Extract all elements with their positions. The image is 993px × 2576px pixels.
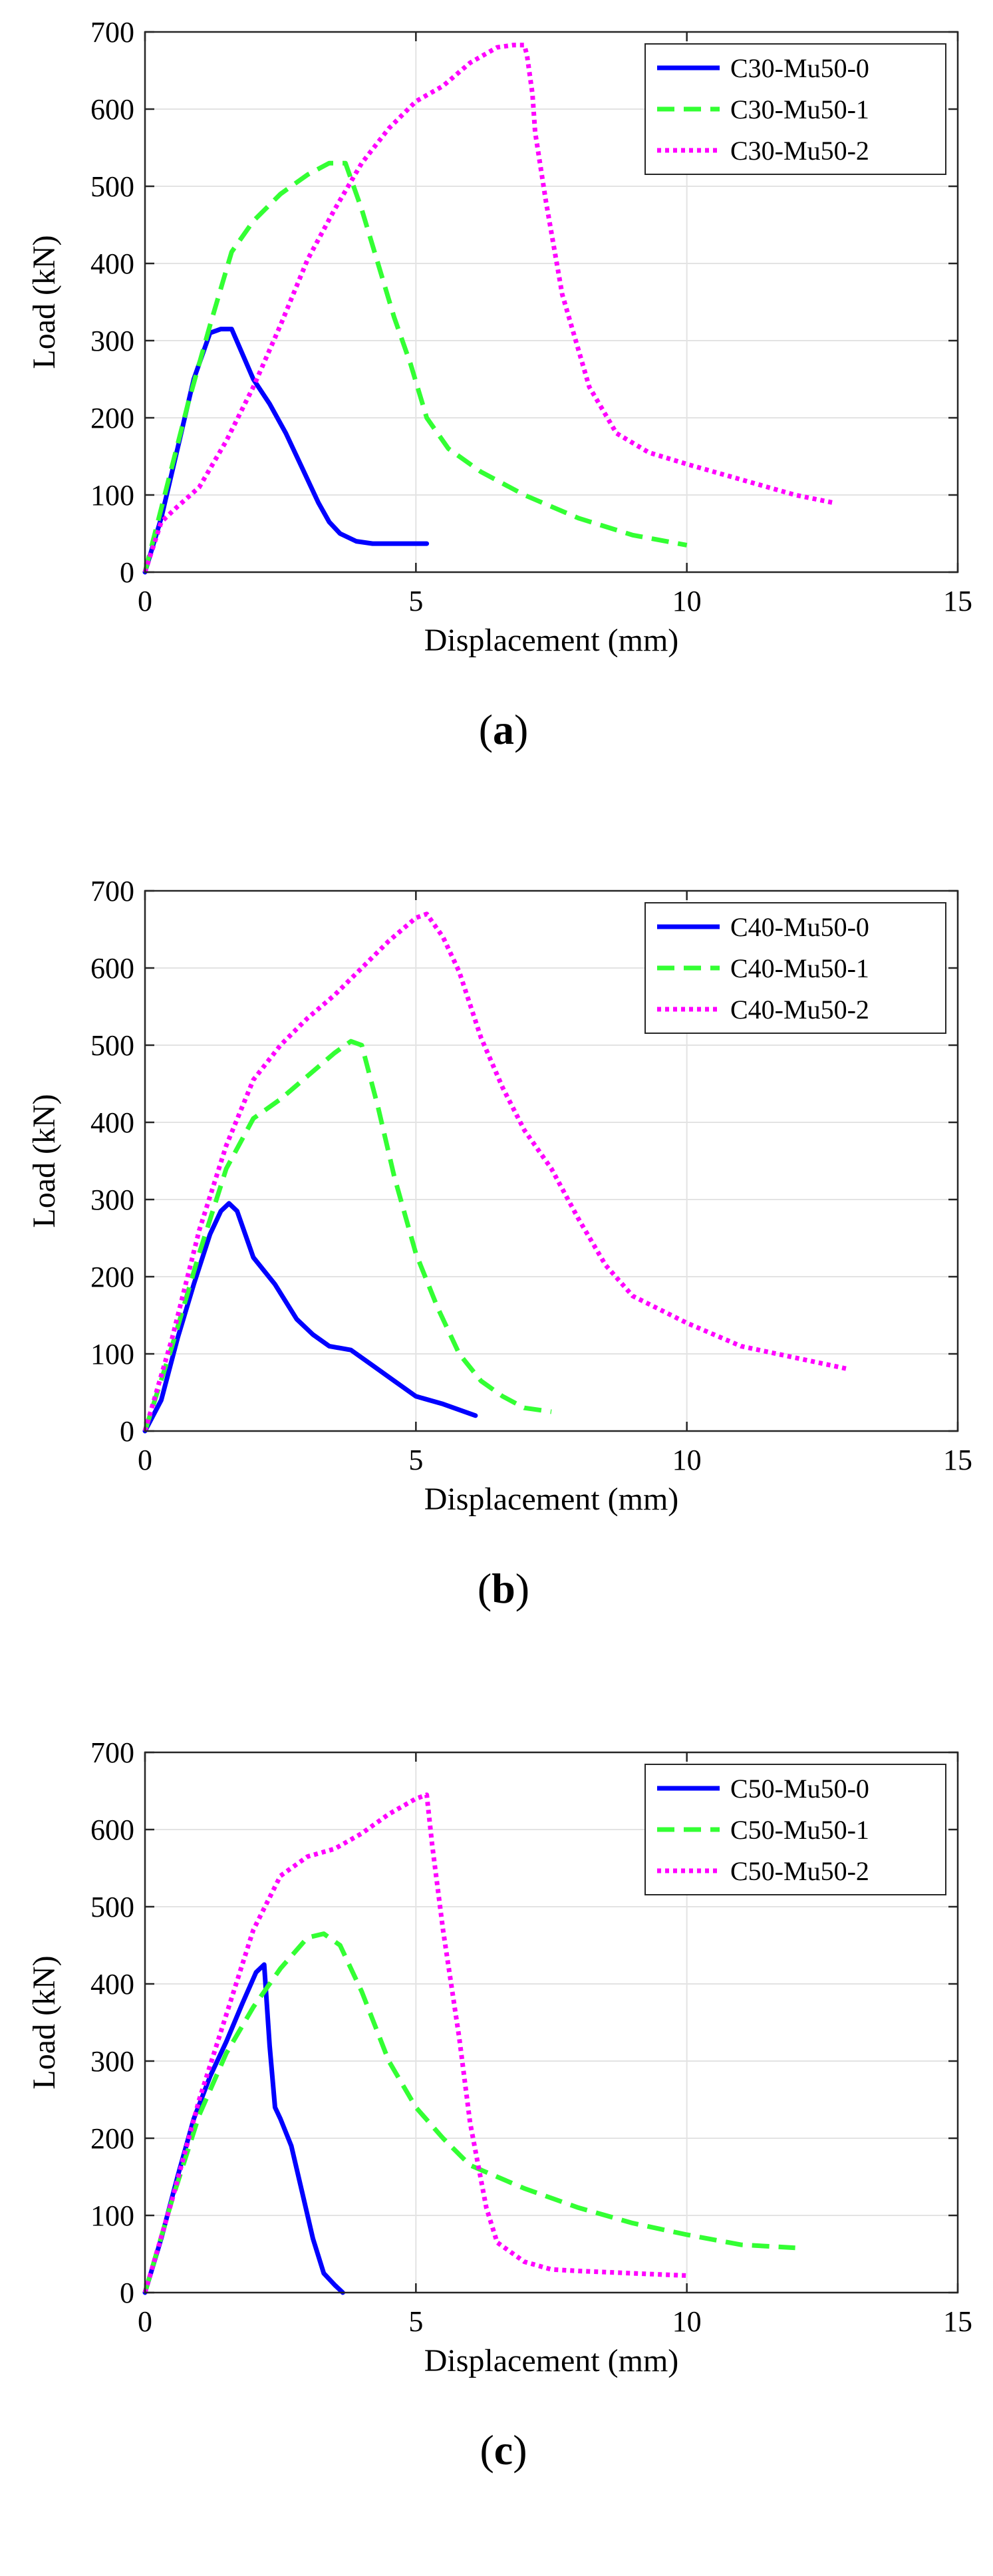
- y-tick-label: 400: [90, 1968, 134, 2001]
- chart-panel-c: 0 5 10 15 0 100 200 300 400 500 600 700 Displacement…: [27, 1736, 972, 2474]
- y-tick-label: 400: [90, 247, 134, 280]
- axes-box: [144, 1751, 959, 2294]
- series-line-c50-mu50-2: [142, 1792, 687, 2293]
- x-tick-label: 15: [943, 585, 972, 617]
- caption-paren-close: ): [515, 1565, 529, 1612]
- axes-box: [144, 889, 959, 1432]
- series-line-c50-mu50-1: [142, 1931, 795, 2293]
- x-tick-label: 10: [672, 2305, 702, 2338]
- panel-caption: (a): [479, 706, 529, 753]
- y-tick-label: 600: [90, 952, 134, 985]
- caption-letter: a: [493, 706, 514, 753]
- legend-label: C40-Mu50-0: [730, 912, 869, 942]
- x-tick-label: 15: [943, 1444, 972, 1476]
- x-tick-label: 15: [943, 2305, 972, 2338]
- caption-paren-close: ): [513, 2426, 527, 2474]
- series-line-c40-mu50-2: [142, 911, 850, 1432]
- y-tick-label: 500: [90, 1891, 134, 1923]
- y-tick-label: 500: [90, 1029, 134, 1062]
- chart-panel-a: 0 5 10 15 0 100 200 300 400 500 600 700 Displacement…: [27, 16, 972, 753]
- y-axis-title: Load (kN): [27, 1955, 62, 2089]
- y-tick-label: 500: [90, 170, 134, 203]
- series-line-c40-mu50-1: [142, 1039, 552, 1432]
- y-tick-label: 300: [90, 2045, 134, 2078]
- x-tick-label: 5: [408, 2305, 423, 2338]
- y-tick-label: 200: [90, 402, 134, 434]
- y-axis-title: Load (kN): [27, 235, 62, 369]
- caption-paren-open: (: [478, 1565, 492, 1612]
- series-line-c30-mu50-1: [142, 160, 688, 573]
- caption-paren-open: (: [480, 2426, 494, 2474]
- y-tick-label: 100: [90, 479, 134, 512]
- y-tick-label: 200: [90, 1261, 134, 1293]
- legend-label: C50-Mu50-0: [730, 1774, 869, 1804]
- y-tick-label: 0: [120, 1415, 134, 1448]
- x-axis-title: Displacement (mm): [424, 623, 679, 658]
- x-tick-label: 10: [672, 585, 702, 617]
- caption-letter: c: [494, 2426, 513, 2474]
- panel-caption: (b): [478, 1565, 529, 1612]
- legend-label: C50-Mu50-2: [730, 1856, 869, 1886]
- legend: C40-Mu50-0 C40-Mu50-1 C40-Mu50-2: [644, 902, 946, 1034]
- y-tick-label: 100: [90, 1338, 134, 1370]
- x-tick-label: 5: [408, 585, 423, 617]
- x-tick-label: 0: [138, 585, 152, 617]
- legend-label: C30-Mu50-2: [730, 136, 869, 166]
- x-tick-label: 10: [672, 1444, 702, 1476]
- panel-caption: (c): [480, 2426, 527, 2474]
- x-tick-label: 0: [138, 1444, 152, 1476]
- y-tick-label: 300: [90, 325, 134, 357]
- y-tick-label: 700: [90, 16, 134, 49]
- caption-letter: b: [492, 1565, 515, 1612]
- y-tick-label: 200: [90, 2122, 134, 2155]
- x-tick-label: 0: [138, 2305, 152, 2338]
- y-tick-label: 600: [90, 93, 134, 126]
- legend-label: C30-Mu50-0: [730, 53, 869, 83]
- y-tick-label: 0: [120, 2277, 134, 2309]
- y-tick-label: 400: [90, 1106, 134, 1139]
- y-tick-label: 100: [90, 2199, 134, 2232]
- axes-box: [144, 31, 959, 573]
- caption-paren-open: (: [479, 706, 493, 753]
- legend-label: C50-Mu50-1: [730, 1815, 869, 1845]
- legend-label: C40-Mu50-2: [730, 995, 869, 1025]
- y-tick-label: 0: [120, 556, 134, 589]
- legend-label: C30-Mu50-1: [730, 94, 869, 124]
- y-tick-label: 700: [90, 1736, 134, 1769]
- x-axis-title: Displacement (mm): [424, 1482, 679, 1517]
- series-line-c30-mu50-2: [142, 43, 834, 573]
- y-tick-label: 600: [90, 1814, 134, 1846]
- y-tick-label: 700: [90, 875, 134, 907]
- y-axis-title: Load (kN): [27, 1094, 62, 1227]
- legend-label: C40-Mu50-1: [730, 953, 869, 983]
- x-tick-label: 5: [408, 1444, 423, 1476]
- caption-paren-close: ): [514, 706, 528, 753]
- chart-panel-b: 0 5 10 15 0 100 200 300 400 500 600 700 Displacement…: [27, 875, 972, 1612]
- x-axis-title: Displacement (mm): [424, 2343, 679, 2378]
- legend: C50-Mu50-0 C50-Mu50-1 C50-Mu50-2: [644, 1764, 946, 1895]
- series-line-c40-mu50-0: [142, 1201, 478, 1434]
- legend: C30-Mu50-0 C30-Mu50-1 C30-Mu50-2: [644, 43, 946, 175]
- y-tick-label: 300: [90, 1184, 134, 1216]
